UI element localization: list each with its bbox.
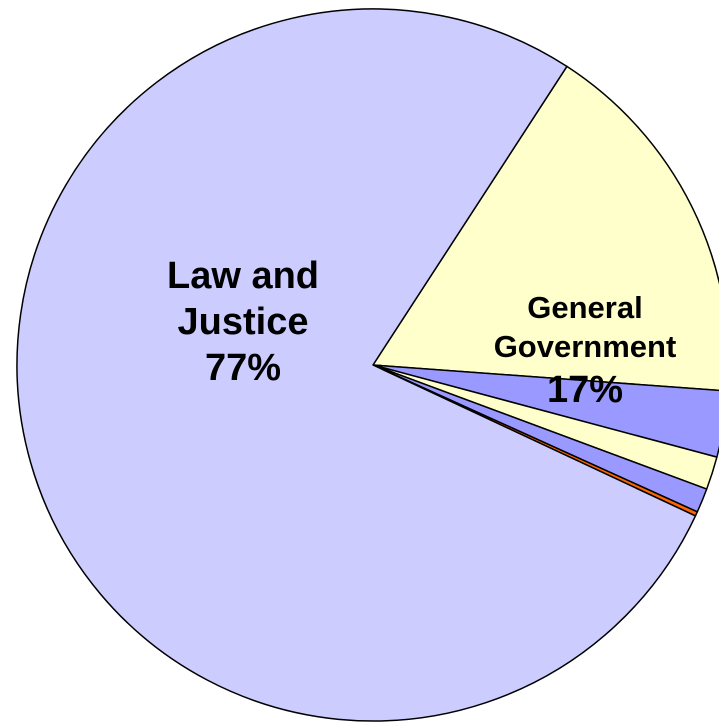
slice-label-5-line-1: Justice [178,301,309,343]
slice-label-5-line-0: Law and [167,255,319,297]
pie-slice-5 [16,8,697,722]
slice-value-0: 17% [547,369,623,411]
slice-label-0-line-1: Government [494,329,677,364]
pie-slices [16,8,719,722]
slice-label-0-line-0: General [527,290,642,325]
pie-slice-0 [372,65,719,392]
slice-value-5: 77% [205,347,281,389]
